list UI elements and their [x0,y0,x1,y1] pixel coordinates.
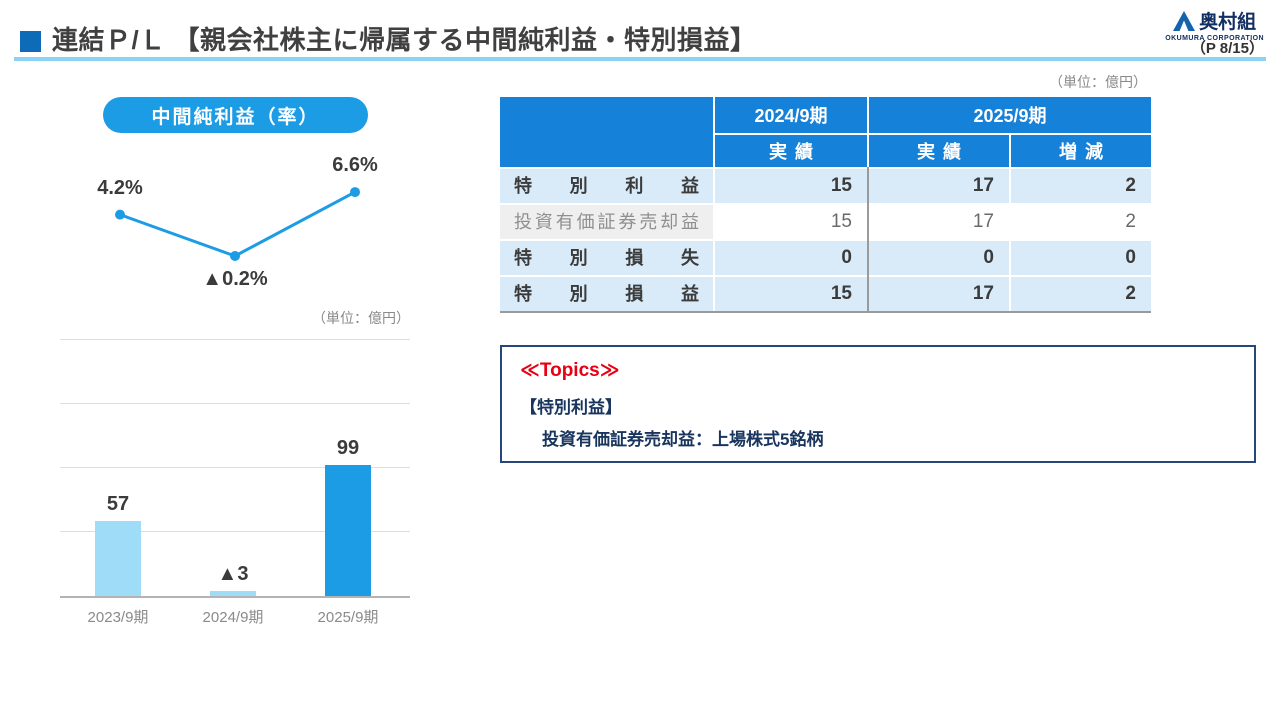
bar-value-label: ▲3 [217,563,249,585]
company-name: 奥村組 [1199,12,1257,33]
bar-2024/9期 [210,591,256,596]
header-underline [14,57,1266,61]
gridline [60,339,410,340]
x-axis-line [60,596,410,598]
page-number: （P 8/15） [1190,40,1264,57]
bar-category-label: 2024/9期 [202,609,264,626]
okumura-logo-icon [1173,10,1196,31]
table-cell-value: 0 [869,241,1009,275]
table-row-label: 特別損失 [500,241,713,275]
company-logo-top: 奥村組 [1165,7,1264,34]
table-header-fy2024: 2024/9期 [715,97,867,133]
rate-line-svg [115,187,360,261]
line-point-label: 6.6% [332,154,378,177]
table-cell-value: 0 [715,241,867,275]
title-bullet-icon [20,31,41,52]
company-name-en: OKUMURA CORPORATION [1165,35,1264,42]
bar-value-label: 57 [106,492,130,515]
topics-title: ≪Topics≫ [520,360,620,381]
bar-category-label: 2023/9期 [87,609,149,626]
bar-value-label: 99 [336,437,360,459]
net-income-rate-chart: 4.2% ▲0.2% 6.6% [60,150,410,300]
chart-title-pill: 中間純利益（率） [103,97,368,133]
table-row-label: 特別利益 [500,169,713,203]
table-header-fy2025: 2025/9期 [869,97,1151,133]
table-cell-value: 15 [715,277,867,311]
table-row-label: 投資有価証券売却益 [500,205,713,239]
topics-line-2: 投資有価証券売却益：上場株式5銘柄 [542,430,824,449]
table-cell-value: 2 [1011,277,1151,311]
table-corner-cell [500,97,713,167]
table-cell-value: 2 [1011,205,1151,239]
gridline [60,403,410,404]
line-point-label: ▲0.2% [202,268,268,290]
line-point-label: 4.2% [97,176,143,199]
special-pl-table: 2024/9期 2025/9期 実績 実績 増減 特別利益 15 17 2 投資… [500,97,1151,313]
page-title: 連結Ｐ/Ｌ 【親会社株主に帰属する中間純利益・特別損益】 [52,25,757,55]
bar-2025/9期 [325,465,371,596]
gridline [60,531,410,532]
table-cell-value: 17 [869,169,1009,203]
table-header-actual-2024: 実績 [715,135,867,167]
bar-2023/9期 [95,520,141,596]
table-cell-value: 0 [1011,241,1151,275]
bar-category-label: 2025/9期 [317,609,379,626]
table-year-divider [867,167,869,311]
gridline [60,467,410,468]
table-header-change: 増減 [1011,135,1151,167]
company-logo: 奥村組 OKUMURA CORPORATION [1165,7,1264,42]
table-cell-value: 17 [869,205,1009,239]
unit-label-left: （単位：億円） [312,310,410,326]
table-row-label: 特別損益 [500,277,713,311]
unit-label-table: （単位：億円） [1049,74,1147,90]
topics-box: ≪Topics≫ 【特別利益】 投資有価証券売却益：上場株式5銘柄 [500,345,1256,463]
topics-line-1: 【特別利益】 [520,398,622,417]
net-income-bar-chart: 57 2023/9期 ▲3 2024/9期 99 2025/9期 [60,334,410,634]
table-header-actual-2025: 実績 [869,135,1009,167]
table-cell-value: 15 [715,169,867,203]
table-cell-value: 17 [869,277,1009,311]
table-cell-value: 15 [715,205,867,239]
table-cell-value: 2 [1011,169,1151,203]
